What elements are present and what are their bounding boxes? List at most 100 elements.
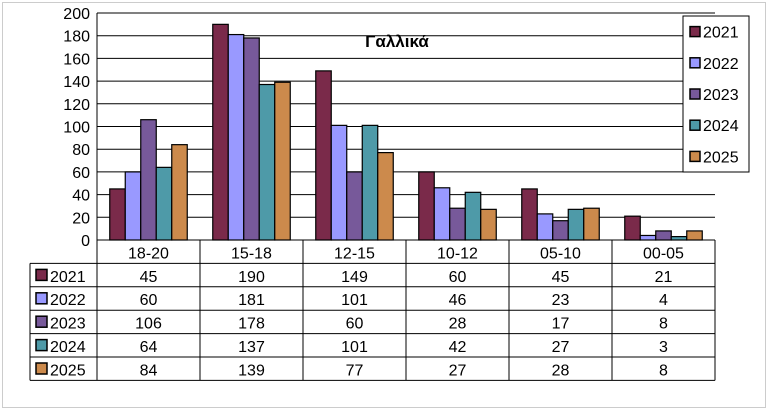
- table-cell: 17: [552, 316, 570, 333]
- x-tick-label: 10-12: [437, 245, 478, 262]
- y-tick-label: 200: [63, 6, 90, 23]
- bar-2023-05-10: [552, 220, 569, 241]
- bar-2022-18-20: [124, 171, 142, 241]
- table-cell: 77: [346, 362, 364, 379]
- y-tick-label: 80: [72, 142, 90, 159]
- legend-label: 2023: [703, 87, 739, 104]
- bar-2022-10-12: [433, 187, 451, 241]
- y-tick-label: 40: [72, 188, 90, 205]
- bar-2024-10-12: [464, 191, 482, 241]
- table-cell: 178: [238, 316, 265, 333]
- x-tick-label: 18-20: [128, 245, 169, 262]
- table-cell: 84: [140, 362, 158, 379]
- gridlines: [97, 12, 715, 241]
- table-cell: 8: [659, 362, 668, 379]
- table-cell: 3: [659, 339, 668, 356]
- table-series-label: 2022: [50, 292, 86, 309]
- bar-2021-15-18: [212, 23, 229, 241]
- table-legend-key: [35, 362, 48, 375]
- table-legend-key: [35, 315, 48, 328]
- table-cell: 149: [341, 269, 368, 286]
- table-cell: 64: [140, 339, 158, 356]
- y-tick-label: 100: [63, 120, 90, 137]
- table-series-label: 2023: [50, 316, 86, 333]
- bar-2022-00-05: [639, 234, 657, 241]
- legend-label: 2022: [703, 56, 739, 73]
- table-cell: 42: [449, 339, 467, 356]
- bar-2021-18-20: [109, 188, 126, 241]
- table-series-label: 2025: [50, 362, 86, 379]
- table-cell: 106: [135, 316, 162, 333]
- y-tick-label: 160: [63, 51, 90, 68]
- y-axis: 0 20 40 60 80 100 120 140 160 180 200: [63, 6, 98, 250]
- table-series-label: 2021: [50, 269, 86, 286]
- chart-title: Γαλλικά: [365, 32, 429, 51]
- bar-2024-15-18: [258, 83, 276, 241]
- table-legend-key: [35, 268, 48, 282]
- table-cell: 45: [140, 269, 158, 286]
- bar-2021-00-05: [624, 215, 641, 241]
- table-legend-key: [35, 338, 48, 352]
- y-tick-label: 140: [63, 74, 90, 91]
- table-cell: 27: [552, 339, 570, 356]
- bar-2024-18-20: [155, 166, 173, 241]
- bars: [109, 23, 703, 241]
- legend-label: 2021: [703, 25, 739, 42]
- bar-2022-05-10: [536, 213, 554, 241]
- x-tick-label: 15-18: [231, 245, 272, 262]
- legend-label: 2024: [703, 118, 739, 135]
- legend-label: 2025: [703, 149, 739, 166]
- table-cell: 101: [341, 339, 368, 356]
- table-cell: 137: [238, 339, 265, 356]
- table-series-label: 2024: [50, 339, 86, 356]
- table-cell: 101: [341, 292, 368, 309]
- y-tick-label: 0: [81, 233, 90, 250]
- data-table: 18-20 15-18 12-15 10-12 05-10 00-05 2021 45 190 1…: [29, 239, 716, 381]
- bar-2023-18-20: [140, 119, 157, 241]
- table-cell: 45: [552, 269, 570, 286]
- bar-2024-05-10: [567, 208, 585, 241]
- table-cell: 139: [238, 362, 265, 379]
- legend-key-2021: [689, 25, 701, 38]
- bar-2021-12-15: [315, 70, 332, 241]
- table-cell: 4: [659, 292, 668, 309]
- y-tick-label: 60: [72, 165, 90, 182]
- table-cell: 60: [346, 316, 364, 333]
- bar-2024-12-15: [361, 124, 379, 241]
- x-tick-label: 00-05: [643, 245, 684, 262]
- bar-2025-10-12: [480, 208, 497, 241]
- table-cell: 190: [238, 269, 265, 286]
- bar-2025-15-18: [274, 81, 291, 241]
- table-cell: 181: [238, 292, 265, 309]
- bar-2023-12-15: [346, 171, 363, 241]
- legend-key-2025: [689, 150, 701, 163]
- table-cell: 8: [659, 316, 668, 333]
- table-cell: 27: [449, 362, 467, 379]
- table-legend-key: [35, 292, 48, 305]
- bar-2021-10-12: [418, 171, 435, 241]
- legend-key-2024: [689, 119, 701, 131]
- x-tick-label: 12-15: [334, 245, 375, 262]
- table-cell: 46: [449, 292, 467, 309]
- bar-2021-05-10: [521, 188, 538, 241]
- legend-key-2023: [689, 88, 701, 100]
- table-cell: 23: [552, 292, 570, 309]
- bar-2023-15-18: [243, 37, 260, 241]
- bar-2022-15-18: [227, 33, 245, 241]
- bar-2025-05-10: [583, 207, 600, 241]
- bar-2023-00-05: [655, 230, 672, 241]
- bar-2022-12-15: [330, 124, 348, 241]
- bar-2024-00-05: [670, 235, 688, 241]
- bar-2025-00-05: [686, 230, 703, 241]
- table-cell: 28: [449, 316, 467, 333]
- table-cell: 60: [449, 269, 467, 286]
- table-cell: 21: [655, 269, 673, 286]
- bar-2023-10-12: [449, 207, 466, 241]
- y-tick-label: 120: [63, 97, 90, 114]
- y-tick-label: 20: [72, 210, 90, 227]
- x-tick-label: 05-10: [540, 245, 581, 262]
- bar-2025-18-20: [171, 144, 188, 241]
